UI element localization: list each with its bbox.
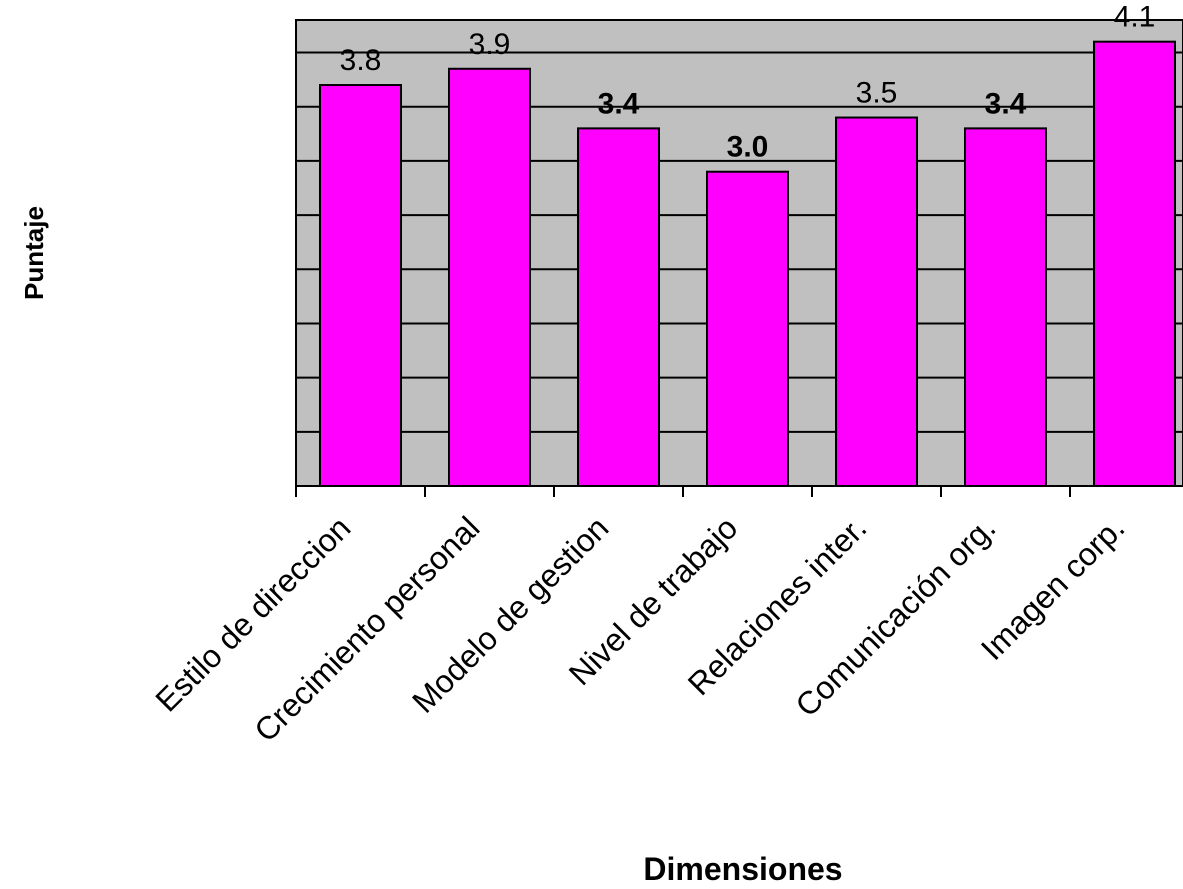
data-label: 3.9 xyxy=(469,28,511,61)
bar xyxy=(964,127,1047,487)
x-axis-ticks xyxy=(295,486,1071,497)
bar xyxy=(706,170,789,488)
data-label: 3.4 xyxy=(598,87,640,120)
data-label: 3.4 xyxy=(985,87,1027,120)
data-label: 3.8 xyxy=(340,44,382,77)
bar xyxy=(1093,40,1176,488)
bar xyxy=(448,67,531,487)
bar xyxy=(577,127,660,487)
data-label: 3.0 xyxy=(727,131,769,164)
data-label: 4.1 xyxy=(1114,1,1156,34)
data-labels: 3.8 3.9 3.4 3.0 3.5 3.4 4.1 xyxy=(340,1,1156,164)
bar xyxy=(835,116,918,487)
x-axis-title: Dimensiones xyxy=(643,851,842,887)
bars xyxy=(319,40,1176,488)
x-tick-label: Crecimiento personal xyxy=(247,509,486,748)
data-label: 3.5 xyxy=(856,77,898,110)
y-axis-title: Puntaje xyxy=(19,206,49,300)
bar xyxy=(319,84,402,487)
